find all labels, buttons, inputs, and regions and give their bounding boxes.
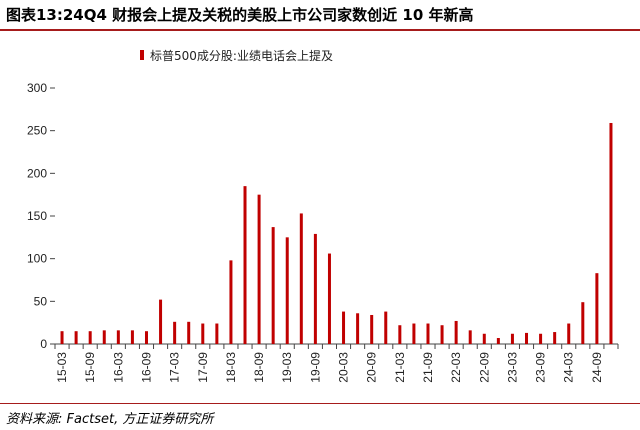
bar-19-03: [285, 237, 289, 344]
y-tick-label: 200: [27, 166, 47, 180]
bar-18-06: [243, 186, 247, 344]
legend-label: 标普500成分股:业绩电话会上提及: [150, 48, 333, 63]
x-tick-label-15-09: 15-09: [83, 352, 97, 383]
x-tick-label-19-09: 19-09: [308, 352, 322, 383]
bar-19-06: [299, 213, 303, 344]
bar-23-06: [525, 332, 529, 344]
source-note: 资料来源: Factset, 方正证券研究所: [6, 412, 214, 427]
bar-21-06: [412, 323, 416, 344]
x-tick-label-18-09: 18-09: [252, 352, 266, 383]
bar-24-12: [609, 122, 613, 344]
bar-20-06: [356, 313, 360, 344]
bar-15-12: [102, 330, 106, 344]
bar-16-12: [159, 299, 163, 344]
y-tick-label: 0: [40, 337, 47, 351]
bar-19-12: [327, 253, 331, 344]
bar-21-03: [398, 325, 402, 344]
bar-21-12: [440, 325, 444, 344]
bar-18-12: [271, 227, 275, 344]
bar-16-09: [144, 331, 148, 344]
bar-15-09: [88, 331, 92, 344]
x-tick-label-21-09: 21-09: [421, 352, 435, 383]
x-tick-label-23-09: 23-09: [534, 352, 548, 383]
bar-17-06: [187, 321, 191, 344]
bar-22-12: [496, 338, 500, 344]
chart-figure-title: 图表13:24Q4 财报会上提及关税的美股上市公司家数创近 10 年新高: [6, 6, 474, 24]
bar-16-03: [116, 330, 120, 344]
bar-15-06: [74, 331, 78, 344]
bar-24-09: [595, 273, 599, 344]
x-tick-label-24-03: 24-03: [562, 352, 576, 383]
bar-24-03: [567, 323, 571, 344]
bar-23-12: [553, 332, 557, 344]
x-tick-label-15-03: 15-03: [55, 352, 69, 383]
bar-23-03: [510, 333, 514, 344]
legend-swatch: [140, 50, 144, 60]
bar-16-06: [130, 330, 134, 344]
bar-17-03: [173, 321, 177, 344]
bar-20-12: [384, 311, 388, 344]
bar-chart: 标普500成分股:业绩电话会上提及 0 50 100 150 200 250 300 15-03…: [27, 48, 619, 383]
bar-17-09: [201, 323, 205, 344]
x-tick-label-23-03: 23-03: [505, 352, 519, 383]
x-tick-label-18-03: 18-03: [224, 352, 238, 383]
x-tick-label-16-03: 16-03: [111, 352, 125, 383]
x-tick-label-19-03: 19-03: [280, 352, 294, 383]
x-tick-label-22-09: 22-09: [477, 352, 491, 383]
x-tick-label-17-09: 17-09: [196, 352, 210, 383]
x-tick-label-17-03: 17-03: [168, 352, 182, 383]
bar-18-03: [229, 260, 233, 344]
bar-22-03: [454, 320, 458, 344]
x-tick-label-20-03: 20-03: [337, 352, 351, 383]
y-tick-label: 100: [27, 252, 47, 266]
x-tick-label-16-09: 16-09: [139, 352, 153, 383]
bar-21-09: [426, 323, 430, 344]
bar-24-06: [581, 302, 585, 344]
bar-17-12: [215, 323, 219, 344]
y-tick-label: 300: [27, 81, 47, 95]
bar-23-09: [539, 333, 543, 344]
y-tick-label: 250: [27, 124, 47, 138]
source-divider: [0, 403, 640, 404]
bar-15-03: [60, 331, 64, 344]
x-tick-label-24-09: 24-09: [590, 352, 604, 383]
bar-19-09: [313, 233, 317, 344]
bar-20-03: [342, 311, 346, 344]
bar-20-09: [370, 314, 374, 344]
x-tick-label-22-03: 22-03: [449, 352, 463, 383]
bar-22-06: [468, 330, 472, 344]
x-tick-label-21-03: 21-03: [393, 352, 407, 383]
x-tick-label-20-09: 20-09: [365, 352, 379, 383]
y-tick-label: 50: [34, 294, 48, 308]
bar-18-09: [257, 194, 261, 344]
title-divider: [0, 29, 640, 31]
y-tick-label: 150: [27, 209, 47, 223]
bar-22-09: [482, 333, 486, 344]
